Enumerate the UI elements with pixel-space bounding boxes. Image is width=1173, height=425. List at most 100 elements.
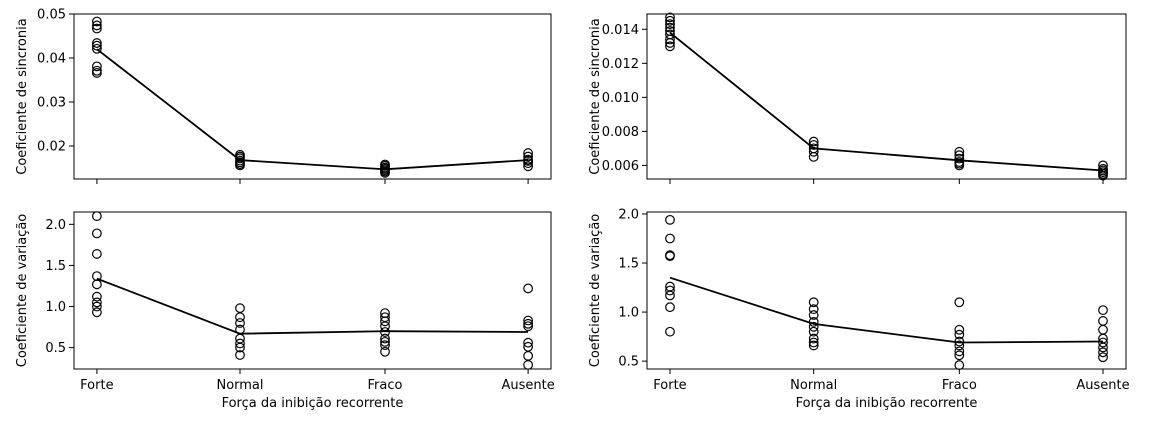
data-point (808, 321, 819, 332)
data-point (808, 310, 819, 320)
data-point (91, 61, 102, 72)
data-point (665, 15, 675, 26)
data-point (954, 336, 965, 347)
x-tick-label: Ausente (1076, 378, 1129, 393)
y-axis-label: Coeficiente de variação (588, 214, 603, 368)
data-point (808, 146, 819, 157)
data-point (523, 158, 534, 169)
data-point (954, 360, 965, 370)
data-point (523, 315, 534, 326)
y-tick-label: 1.5 (618, 257, 639, 272)
y-tick-label: 2.0 (45, 218, 66, 233)
data-point (91, 211, 102, 222)
data-point (808, 333, 819, 344)
chart-panel-top-left: 0.02 0.03 0.04 0.05 Coeficiente de sincronia (15, 8, 552, 184)
data-point (808, 304, 819, 315)
data-point (91, 297, 102, 308)
data-point (1098, 342, 1108, 353)
data-point (1098, 337, 1108, 348)
data-point (91, 16, 102, 27)
data-point (954, 329, 965, 340)
data-point (665, 41, 675, 52)
panels: 0.02 0.03 0.04 0.05 Coeficiente de sincronia… (15, 8, 1130, 412)
data-point (954, 146, 965, 157)
data-point (380, 321, 390, 332)
y-tick-label: 0.05 (37, 8, 66, 23)
data-point (523, 359, 534, 370)
data-point (665, 22, 675, 33)
chart-panel-bottom-left: 0.5 1.0 1.5 2.0 Forte Normal Fraco Ausente Coefi… (15, 211, 555, 411)
data-point (954, 350, 965, 361)
y-tick-label: 0.02 (37, 140, 66, 155)
data-point (954, 297, 965, 308)
data-point (954, 340, 965, 351)
data-point (523, 283, 534, 294)
y-axis-label: Coeficiente de sincronia (588, 18, 603, 174)
x-tick-label: Normal (216, 378, 263, 393)
y-tick-label: 0.5 (45, 341, 66, 356)
y-tick-label: 2.0 (618, 207, 639, 222)
data-point (954, 153, 965, 164)
y-tick-label: 0.014 (602, 23, 639, 38)
data-point (808, 151, 819, 162)
data-point (91, 68, 102, 78)
data-point (665, 34, 675, 45)
mean-line (96, 48, 529, 171)
data-point (523, 321, 534, 332)
data-point (91, 291, 102, 302)
data-point (808, 340, 819, 351)
x-tick-label: Fraco (942, 378, 977, 393)
data-point (808, 326, 819, 337)
data-point (954, 324, 965, 335)
data-point (808, 136, 819, 147)
data-point (523, 151, 534, 162)
mean-line (669, 31, 1104, 172)
data-point (235, 318, 245, 328)
x-tick-label: Fraco (368, 378, 403, 393)
data-point (808, 337, 819, 348)
data-point (91, 249, 102, 259)
data-point (808, 317, 819, 327)
x-tick-label: Ausente (501, 378, 554, 393)
plot-frame (73, 13, 552, 180)
plot-frame (646, 211, 1127, 370)
y-tick-label: 1.5 (45, 259, 66, 274)
data-point (380, 336, 390, 347)
x-tick-label: Forte (80, 378, 113, 393)
data-point (1098, 352, 1108, 363)
data-point (380, 340, 390, 351)
data-point (954, 346, 965, 357)
plot-frame (73, 211, 552, 370)
data-point (523, 318, 534, 329)
plot-frame (646, 13, 1127, 180)
data-point (665, 251, 675, 262)
data-point (380, 333, 390, 344)
x-tick-label: Forte (653, 378, 686, 393)
y-tick-label: 0.008 (602, 125, 639, 140)
data-point (665, 302, 675, 313)
data-point (91, 307, 102, 318)
data-point (665, 290, 675, 301)
data-point (665, 214, 675, 225)
y-tick-label: 0.5 (618, 355, 639, 370)
data-point (91, 279, 102, 290)
data-point (235, 312, 245, 323)
data-point (91, 301, 102, 312)
y-tick-label: 0.006 (602, 159, 639, 174)
y-axis-label: Coeficiente de variação (15, 214, 30, 368)
data-point (91, 228, 102, 239)
data-point (665, 38, 675, 48)
y-tick-label: 0.04 (37, 52, 66, 67)
data-point (91, 20, 102, 31)
y-tick-label: 1.0 (45, 300, 66, 315)
data-point (1098, 170, 1108, 181)
chart-panel-bottom-right: 0.5 1.0 1.5 2.0 Forte Normal Fraco Ausente Coefi… (588, 207, 1130, 411)
data-point (235, 342, 245, 353)
y-tick-label: 1.0 (618, 306, 639, 321)
data-point (235, 350, 245, 360)
data-point (665, 285, 675, 296)
data-point (380, 316, 390, 327)
data-point (665, 326, 675, 337)
y-tick-label: 0.012 (602, 57, 639, 72)
data-point (523, 337, 534, 348)
